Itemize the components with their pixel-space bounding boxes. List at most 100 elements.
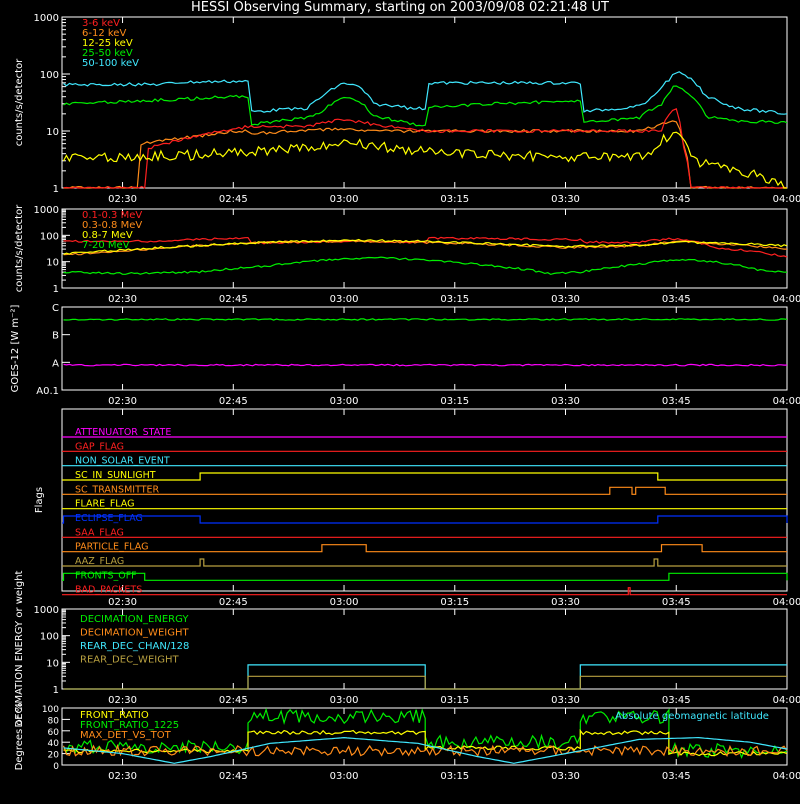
panel4-flag-label-sc-transmitter: SC_TRANSMITTER [75, 484, 160, 495]
panel4-flag-line-particle-flag [62, 544, 787, 553]
panel3-ytick-label: C [52, 303, 59, 314]
panel2-xtick-label: 04:00 [773, 294, 800, 305]
panel4-flag-label-bad-packets: BAD_PACKETS [75, 585, 142, 596]
panel6-xtick-label: 03:15 [440, 771, 469, 782]
panel1-legend-12-25-kev: 12-25 keV [82, 38, 133, 49]
panel2-series-7-20-mev [63, 256, 788, 276]
panel5-ytick-label: 100 [40, 632, 59, 643]
panel1-xtick-label: 04:00 [773, 194, 800, 205]
panel6-xtick-label: 03:00 [330, 771, 359, 782]
panel6-ytick-label: 20 [48, 751, 60, 761]
panel1-xtick-label: 03:45 [662, 194, 691, 205]
panel2-xtick-label: 03:30 [551, 294, 580, 305]
panel4-xtick-label: 02:30 [108, 597, 137, 608]
panel5-series-rear-dec-weight [63, 675, 787, 690]
panel4-flag-label-flare-flag: FLARE_FLAG [75, 499, 135, 510]
panel4-flag-label-saa-flag: SAA_FLAG [75, 527, 124, 538]
panel3-xtick-label: 03:15 [440, 396, 469, 407]
panel3-ylabel: GOES-12 [W m⁻²] [10, 305, 21, 393]
panel4-flag-line-aaz-flag [62, 558, 787, 567]
panel4-xtick-label: 02:45 [219, 597, 248, 608]
panel6-ytick-label: 60 [48, 728, 60, 738]
panel6-legend-max-det-vs-tot: MAX_DET_VS_TOT [80, 730, 172, 741]
panel4-xtick-label: 03:15 [440, 597, 469, 608]
panel4-flag-line-sc-in-sunlight [62, 472, 787, 481]
panel1-xtick-label: 02:30 [108, 194, 137, 205]
panel4-flag-label-fronts-off: FRONTS_OFF [75, 570, 137, 581]
panel5-legend-decimation-energy: DECIMATION_ENERGY [80, 614, 189, 625]
panel4-xtick-label: 03:30 [551, 597, 580, 608]
panel4-flag-label-aaz-flag: AAZ_FLAG [75, 556, 124, 567]
panel2-ytick-label: 1 [53, 284, 59, 295]
panel1-legend-50-100-kev: 50-100 keV [82, 58, 139, 69]
panel5-ytick-label: 10 [46, 658, 59, 669]
panel2-ytick-label: 10 [46, 258, 59, 269]
panel3-series-long [63, 318, 788, 321]
panel6-ytick-label: 40 [48, 739, 60, 749]
panel2-ytick-label: 100 [40, 231, 59, 242]
panel6-xtick-label: 03:45 [662, 771, 691, 782]
panel5-xtick-label: 04:00 [773, 695, 800, 706]
panel1-xtick-label: 03:30 [551, 194, 580, 205]
panel6-frame [61, 707, 788, 766]
panel3-xtick-label: 02:45 [219, 396, 248, 407]
panel4-flag-label-eclipse-flag: ECLIPSE_FLAG [75, 513, 143, 524]
panel4-flag-label-gap-flag: GAP_FLAG [75, 441, 124, 452]
panel3-xtick-label: 04:00 [773, 396, 800, 407]
panel3-frame [61, 306, 788, 391]
panel1-ytick-label: 1000 [34, 13, 59, 24]
panel2-legend-0-8-7-mev: 0.8-7 MeV [82, 230, 133, 241]
panel4-flag-label-sc-in-sunlight: SC_IN_SUNLIGHT [75, 470, 156, 481]
panel2-legend-0-1-0-3-mev: 0.1-0.3 MeV [82, 210, 142, 221]
panel5-xtick-label: 03:15 [440, 695, 469, 706]
panel6-series-front-ratio [63, 728, 788, 757]
panel1-ylabel: counts/s/detector [14, 58, 25, 146]
panel6-series-absolute-geomagnetic-latitude [63, 736, 788, 764]
panel2-xtick-label: 03:15 [440, 294, 469, 305]
panel6-ytick-label: 0 [53, 762, 59, 772]
panel5-ytick-label: 1000 [34, 605, 59, 616]
panel1-ytick-label: 10 [46, 127, 59, 138]
panel1-legend-3-6-kev: 3-6 keV [82, 18, 120, 29]
panel6-ylabel: Degrees or % [14, 703, 25, 771]
panel4-flag-line-bad-packets [62, 587, 787, 596]
panel4-flag-line-eclipse-flag [62, 515, 788, 524]
panel6-legend-front-ratio-1225: FRONT_RATIO_1225 [80, 720, 179, 731]
panel5-frame [61, 608, 788, 690]
panel5-xtick-label: 03:30 [551, 695, 580, 706]
panel3-ytick-label: A [52, 358, 59, 369]
panel1-legend-6-12-kev: 6-12 keV [82, 28, 126, 39]
panel4-frame [61, 408, 788, 592]
panel2-legend-7-20-mev: 7-20 MeV [82, 240, 130, 251]
panel5-xtick-label: 02:30 [108, 695, 137, 706]
panel2-ytick-label: 1000 [34, 205, 59, 216]
panel5-ytick-label: 1 [53, 685, 59, 696]
panel4-flag-label-non-solar-event: NON_SOLAR_EVENT [75, 456, 170, 467]
panel2-ylabel: counts/s/detector [14, 204, 25, 292]
panel1-frame [61, 16, 788, 189]
panel1-series-50-100-kev [63, 71, 788, 115]
panel2-xtick-label: 02:45 [219, 294, 248, 305]
panel1-xtick-label: 03:15 [440, 194, 469, 205]
panel6-xtick-label: 03:30 [551, 771, 580, 782]
panel4-xtick-label: 04:00 [773, 597, 800, 608]
panel3-xtick-label: 02:30 [108, 396, 137, 407]
panel6-ytick-label: 100 [42, 705, 59, 715]
panel2-xtick-label: 03:45 [662, 294, 691, 305]
panel4-xtick-label: 03:00 [330, 597, 359, 608]
panel1-ytick-label: 100 [40, 70, 59, 81]
panel5-xtick-label: 03:45 [662, 695, 691, 706]
panel5-xtick-label: 03:00 [330, 695, 359, 706]
panel5-xtick-label: 02:45 [219, 695, 248, 706]
panel1-series-25-50-kev [63, 85, 788, 127]
panel6-xtick-label: 02:30 [108, 771, 137, 782]
panel1-series-12-25-kev [62, 131, 787, 189]
panel4-flag-label-attenuator-state: ATTENUATOR_STATE [75, 427, 171, 438]
panel1-series-3-6-kev [63, 107, 788, 189]
panel3-xtick-label: 03:00 [330, 396, 359, 407]
panel3-xtick-label: 03:30 [551, 396, 580, 407]
panel3-series-short [63, 363, 787, 367]
panel4-xtick-label: 03:45 [662, 597, 691, 608]
panel3-ytick-label: A0.1 [36, 386, 59, 397]
